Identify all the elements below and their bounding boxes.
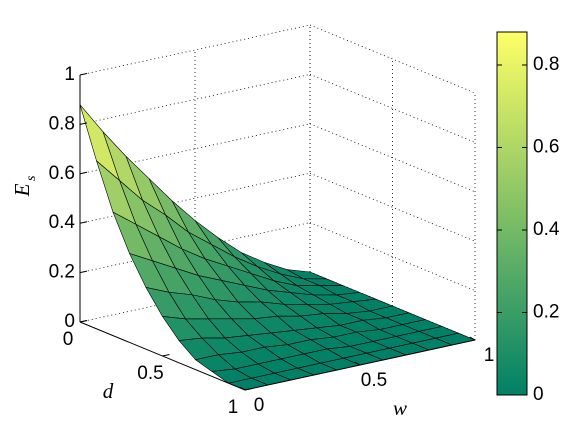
d-tick-label: 0.5 [137,363,163,384]
grid-line [309,74,476,143]
w-tick-label: 0 [254,395,265,416]
grid-line [309,123,476,193]
z-tick [79,122,88,125]
z-tick [79,221,88,224]
colorbar-fill [496,31,528,396]
z-tick-label: 0.6 [49,163,75,184]
d-tick-label: 1 [228,397,239,418]
z-tick-label: 1 [64,64,75,85]
w-tick [354,361,361,366]
d-tick [162,354,170,357]
d-tick-label: 0 [63,329,74,350]
z-tick-label: 0.2 [49,262,75,283]
w-tick [469,336,476,341]
w-axis-label: w [393,396,407,420]
z-axis-label: E [10,183,34,197]
colorbar-tick-label: 0 [533,384,544,405]
z-tick-label: 0 [64,311,75,332]
z-tick [79,171,88,175]
w-tick [239,386,246,391]
z-tick-label: 0.4 [49,212,76,233]
w-tick-label: 1 [484,345,495,366]
grid-line [79,172,311,224]
z-tick [79,270,88,274]
z-tick-label: 0.8 [49,113,75,134]
grid-line [79,222,311,273]
d-tick [79,320,88,323]
grid-line [309,172,476,242]
z-tick [79,73,88,76]
colorbar-tick-label: 0.6 [533,137,559,158]
colorbar: 0 0.2 0.4 0.6 0.8 [496,31,560,405]
colorbar-tick-label: 0.4 [533,219,560,240]
w-tick-label: 0.5 [361,370,387,391]
surface [79,104,476,391]
grid-line [79,123,311,175]
d-axis-label: d [103,379,114,403]
grid-line [79,74,311,125]
colorbar-tick-label: 0.8 [533,54,559,75]
z-axis-label-group: E s [10,175,39,197]
grid-line [309,24,476,94]
grid-line [79,24,311,76]
colorbar-tick-label: 0.2 [533,302,559,323]
d-tick [244,388,253,391]
grid-line [309,222,476,291]
z-axis-label-subscript: s [24,175,39,181]
